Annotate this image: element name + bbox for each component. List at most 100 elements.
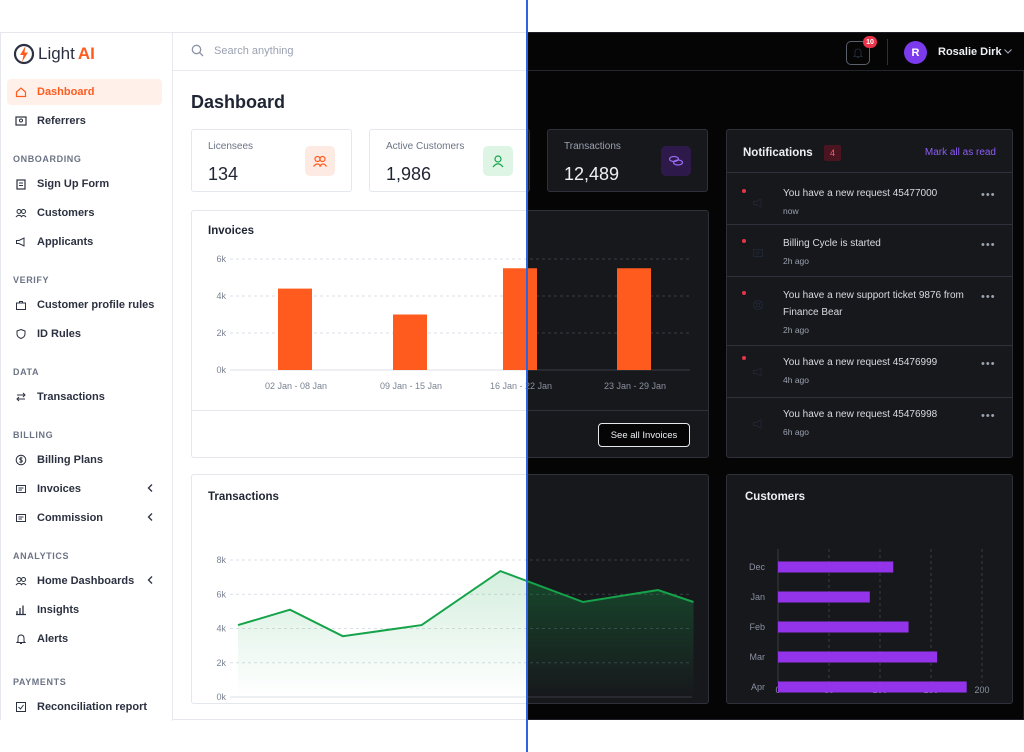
sidebar: Light AI Dashboard Referrers ONBOARDING S… [1, 33, 173, 721]
sidebar-item-applicants[interactable]: Applicants [7, 229, 162, 255]
more-options-icon[interactable]: ••• [981, 291, 996, 303]
more-options-icon[interactable]: ••• [981, 410, 996, 422]
stat-value: 12,489 [564, 164, 620, 184]
logo-text-light: Light [38, 44, 75, 63]
x-tick-label: 16 Jan - 22 Jan [528, 381, 552, 391]
y-tick-label: 4k [216, 624, 226, 634]
logo-bolt-icon [13, 43, 35, 65]
sidebar-item-insights[interactable]: Insights [7, 597, 162, 623]
sidebar-item-home-dashboards[interactable]: Home Dashboards [7, 568, 162, 594]
stat-card-active-customers[interactable]: Active Customers 1,986 [528, 129, 530, 192]
megaphone-icon [753, 419, 762, 429]
section-billing: BILLING [13, 430, 54, 440]
app-logo[interactable]: Light AI [13, 43, 95, 65]
section-analytics: ANALYTICS [13, 551, 70, 561]
stat-card-licensees[interactable]: Licensees 134 [191, 129, 352, 192]
user-icon [483, 146, 513, 176]
y-tick-label: 8k [216, 555, 226, 565]
more-options-icon[interactable]: ••• [981, 358, 996, 370]
y-tick-label: 2k [216, 658, 226, 668]
notification-item[interactable]: You have a new request 45477000 now ••• [727, 172, 1012, 224]
chevron-left-icon[interactable] [146, 512, 154, 522]
top-bar: Search anything 10 R Rosalie Dirk [528, 33, 1024, 71]
unread-dot [742, 356, 746, 360]
bell-icon [15, 633, 27, 645]
sidebar-item-label: Home Dashboards [37, 575, 135, 587]
section-verify: VERIFY [13, 275, 50, 285]
y-tick-label: 0k [216, 692, 226, 702]
card-divider [192, 410, 708, 411]
chevron-left-icon[interactable] [146, 483, 154, 493]
arrows-icon [15, 391, 27, 403]
search-input[interactable]: Search anything [191, 44, 294, 57]
notification-text: You have a new support ticket 9876 from … [783, 290, 964, 318]
invoice-bar [617, 268, 651, 370]
sidebar-item-id-rules[interactable]: ID Rules [7, 321, 162, 347]
users-icon [305, 146, 335, 176]
sidebar-item-reconciliation-report[interactable]: Reconciliation report [7, 694, 162, 720]
briefcase-icon [15, 299, 27, 311]
sidebar-item-label: Applicants [37, 236, 94, 248]
unread-dot [742, 189, 746, 193]
sidebar-item-invoices[interactable]: Invoices [7, 476, 162, 502]
avatar[interactable]: R [904, 41, 927, 64]
stat-card-active-customers[interactable]: Active Customers 1,986 [369, 129, 530, 192]
notification-text: You have a new request 45477000 [783, 188, 938, 199]
more-options-icon[interactable]: ••• [981, 189, 996, 201]
chevron-down-icon[interactable] [1003, 48, 1013, 55]
stat-label: Transactions [564, 141, 621, 152]
customer-bar [778, 681, 967, 693]
more-options-icon[interactable]: ••• [981, 239, 996, 251]
sidebar-item-label: Transactions [37, 391, 105, 403]
notifications-button[interactable] [846, 41, 870, 65]
customer-bar [778, 591, 870, 603]
notification-item[interactable]: You have a new request 45476998 6h ago •… [727, 397, 1012, 457]
notifications-panel: Notifications 4 Mark all as read You hav… [726, 129, 1013, 458]
user-name[interactable]: Rosalie Dirk [938, 46, 1002, 58]
home-icon [15, 86, 27, 98]
customer-bar [778, 561, 894, 573]
sidebar-item-billing-plans[interactable]: Billing Plans [7, 447, 162, 473]
sidebar-item-referrers[interactable]: Referrers [7, 108, 162, 134]
shield-icon [15, 328, 27, 340]
notification-item[interactable]: You have a new support ticket 9876 from … [727, 276, 1012, 345]
sidebar-item-transactions[interactable]: Transactions [7, 384, 162, 410]
x-tick-label: 23 Jan - 29 Jan [604, 381, 666, 391]
sidebar-item-sign-up-form[interactable]: Sign Up Form [7, 171, 162, 197]
sidebar-item-commission[interactable]: Commission [7, 505, 162, 531]
sidebar-item-label: Commission [37, 512, 104, 524]
invoice-icon [15, 483, 27, 495]
sidebar-item-alerts[interactable]: Alerts [7, 626, 162, 652]
sidebar-item-dashboard[interactable]: Dashboard [7, 79, 162, 105]
notification-item[interactable]: You have a new request 45476999 4h ago •… [727, 345, 1012, 397]
see-all-invoices-button[interactable]: See all Invoices [598, 423, 690, 447]
x-tick-label: 02 Jan - 08 Jan [265, 381, 327, 391]
notification-time: 2h ago [783, 325, 809, 335]
stat-card-transactions[interactable]: Transactions 12,489 [547, 129, 708, 192]
id-card-icon [15, 115, 27, 127]
y-tick-label: Jan [750, 592, 765, 602]
support-icon [752, 299, 764, 311]
x-tick-label: 16 Jan - 22 Jan [490, 381, 552, 391]
y-tick-label: 2k [216, 328, 226, 338]
notification-text: You have a new request 45476998 [783, 409, 938, 420]
y-tick-label: 6k [216, 589, 226, 599]
bell-icon [852, 48, 864, 59]
sidebar-item-customers[interactable]: Customers [7, 200, 162, 226]
notifications-title: Notifications [743, 147, 813, 159]
mark-all-read-link[interactable]: Mark all as read [924, 147, 996, 158]
card-divider [528, 410, 708, 411]
chevron-left-icon[interactable] [146, 575, 154, 585]
transactions-title: Transactions [208, 491, 279, 503]
y-tick-label: 4k [216, 291, 226, 301]
coins-icon [661, 146, 691, 176]
transactions-area [528, 581, 694, 697]
notification-time: now [783, 206, 799, 216]
sidebar-item-customer-profile-rules[interactable]: Customer profile rules [7, 292, 162, 318]
sidebar-item-label: Alerts [37, 633, 69, 645]
y-tick-label: 0k [216, 365, 226, 375]
theme-split-divider[interactable] [526, 0, 528, 752]
sidebar-item-label: ID Rules [37, 328, 82, 340]
notification-item[interactable]: Billing Cycle is started 2h ago ••• [727, 224, 1012, 276]
